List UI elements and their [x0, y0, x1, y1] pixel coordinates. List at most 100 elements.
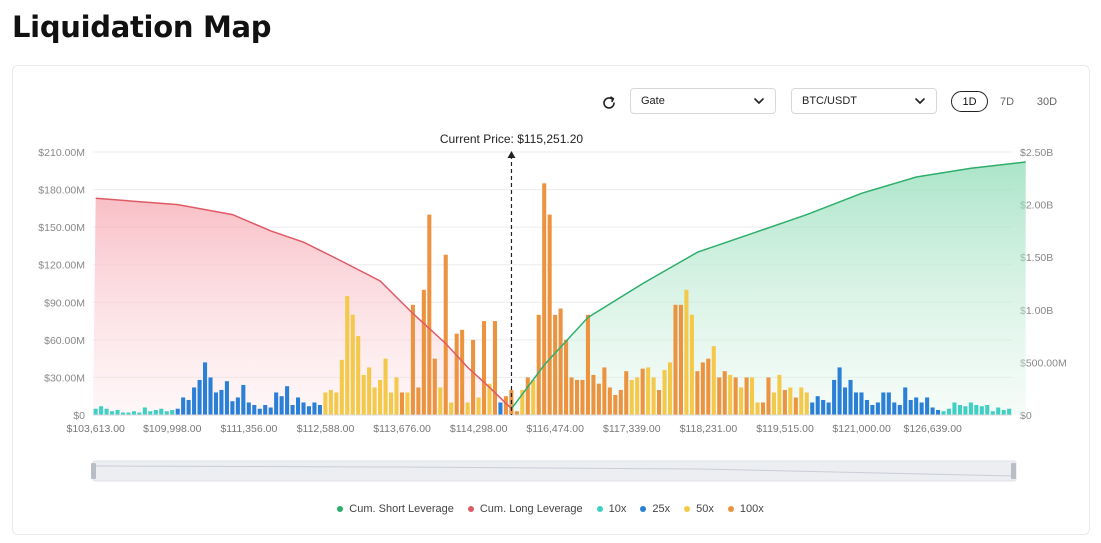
liquidation-bar	[438, 387, 443, 415]
liquidation-bar	[323, 392, 328, 415]
current-price-label: Current Price: $115,251.20	[440, 132, 584, 146]
x-tick-label: $113,676.00	[373, 423, 431, 435]
page-title: Liquidation Map	[12, 10, 272, 44]
x-tick-label: $114,298.00	[450, 423, 508, 435]
liquidation-bar	[810, 402, 815, 415]
range-7d-button[interactable]: 7D	[999, 95, 1015, 108]
cum-long-area	[93, 198, 512, 415]
liquidation-bar	[372, 387, 377, 415]
liquidation-bar	[443, 254, 448, 415]
liquidation-bar	[361, 374, 366, 415]
legend-item[interactable]: 100x	[727, 503, 764, 515]
liquidation-bar	[875, 402, 880, 415]
x-tick-label: $112,588.00	[297, 423, 355, 435]
liquidation-bar	[208, 377, 213, 415]
liquidation-bar	[290, 404, 295, 415]
legend-item[interactable]: 50x	[684, 503, 714, 515]
liquidation-bar	[728, 374, 733, 415]
y-left-tick-label: $60.00M	[44, 335, 85, 347]
liquidation-bar	[181, 397, 186, 415]
liquidation-bar	[301, 402, 306, 415]
liquidation-bar	[268, 407, 273, 415]
range-slider-handle[interactable]	[91, 463, 96, 479]
range-slider-preview	[94, 465, 1015, 477]
liquidation-bar	[804, 392, 809, 415]
legend-dot-icon	[337, 506, 344, 512]
liquidation-bar	[733, 377, 738, 415]
range-1d-button[interactable]: 1D	[951, 91, 988, 112]
range-30d-button[interactable]: 30D	[1036, 95, 1058, 108]
liquidation-bar	[388, 392, 394, 415]
liquidation-bar	[164, 411, 169, 415]
liquidation-bar	[558, 308, 563, 415]
liquidation-bar	[585, 314, 590, 415]
legend-item[interactable]: Cum. Short Leverage	[337, 503, 454, 515]
legend-item[interactable]: 10x	[596, 503, 627, 515]
liquidation-bar	[192, 387, 197, 415]
y-left-tick-label: $210.00M	[38, 147, 85, 159]
liquidation-bar	[646, 367, 651, 415]
liquidation-bar	[410, 304, 415, 415]
liquidation-bar	[120, 412, 126, 415]
liquidation-bar	[536, 314, 541, 415]
liquidation-bar	[952, 402, 957, 415]
legend-label: Cum. Short Leverage	[349, 503, 454, 515]
legend-item[interactable]: 25x	[640, 503, 670, 515]
liquidation-bar	[142, 407, 147, 415]
liquidation-bar	[241, 384, 246, 415]
liquidation-bar	[93, 408, 98, 415]
liquidation-bar	[421, 289, 426, 415]
liquidation-bar	[460, 329, 465, 415]
liquidation-bar	[547, 214, 552, 415]
range-slider-handle[interactable]	[1011, 463, 1016, 479]
chevron-down-icon	[915, 98, 925, 104]
pair-select[interactable]: BTC/USDT	[791, 88, 937, 114]
legend-label: 10x	[608, 503, 627, 515]
liquidation-bar	[115, 409, 120, 415]
liquidation-bar	[574, 379, 580, 415]
liquidation-bar	[274, 392, 279, 415]
liquidation-bar	[542, 183, 547, 415]
liquidation-bar	[755, 402, 760, 415]
legend-label: 100x	[739, 503, 764, 515]
liquidation-bar	[471, 339, 476, 415]
chevron-down-icon	[754, 98, 764, 104]
y-right-tick-label: $2.50B	[1020, 147, 1053, 159]
liquidation-bar	[602, 367, 607, 415]
liquidation-bar	[870, 404, 875, 415]
liquidation-bar	[476, 397, 481, 415]
exchange-select[interactable]: Gate	[630, 88, 776, 114]
y-right-tick-label: $0	[1020, 410, 1032, 422]
legend-label: Cum. Long Leverage	[479, 503, 583, 515]
liquidation-bar	[1001, 409, 1006, 415]
liquidation-bar	[564, 339, 569, 415]
liquidation-bar	[799, 387, 804, 415]
liquidation-bar	[246, 402, 251, 415]
liquidation-bar	[706, 358, 711, 415]
y-left-tick-label: $150.00M	[38, 222, 85, 234]
liquidation-bar	[667, 362, 673, 415]
liquidation-bar	[148, 411, 153, 415]
liquidation-bar	[153, 409, 158, 415]
liquidation-bar	[990, 411, 995, 415]
y-right-tick-label: $1.00B	[1020, 305, 1053, 317]
liquidation-bar	[782, 389, 787, 415]
liquidation-bar	[657, 389, 662, 415]
liquidation-bar	[914, 397, 919, 415]
liquidation-bar	[936, 409, 941, 415]
legend-item[interactable]: Cum. Long Leverage	[467, 503, 583, 515]
liquidation-bar	[213, 392, 219, 415]
liquidation-bar	[328, 389, 333, 415]
liquidation-bar	[219, 389, 224, 415]
refresh-icon[interactable]	[601, 95, 617, 111]
liquidation-bar	[279, 396, 284, 415]
y-right-tick-label: $500.00M	[1020, 357, 1067, 369]
liquidation-bar	[771, 392, 776, 415]
liquidation-bar	[531, 379, 536, 415]
liquidation-bar	[416, 387, 421, 415]
liquidation-bar	[503, 396, 508, 415]
cum-short-area	[511, 162, 1026, 415]
liquidation-bar	[996, 407, 1001, 415]
range-slider-track[interactable]	[92, 460, 1017, 482]
liquidation-bar	[848, 379, 853, 415]
